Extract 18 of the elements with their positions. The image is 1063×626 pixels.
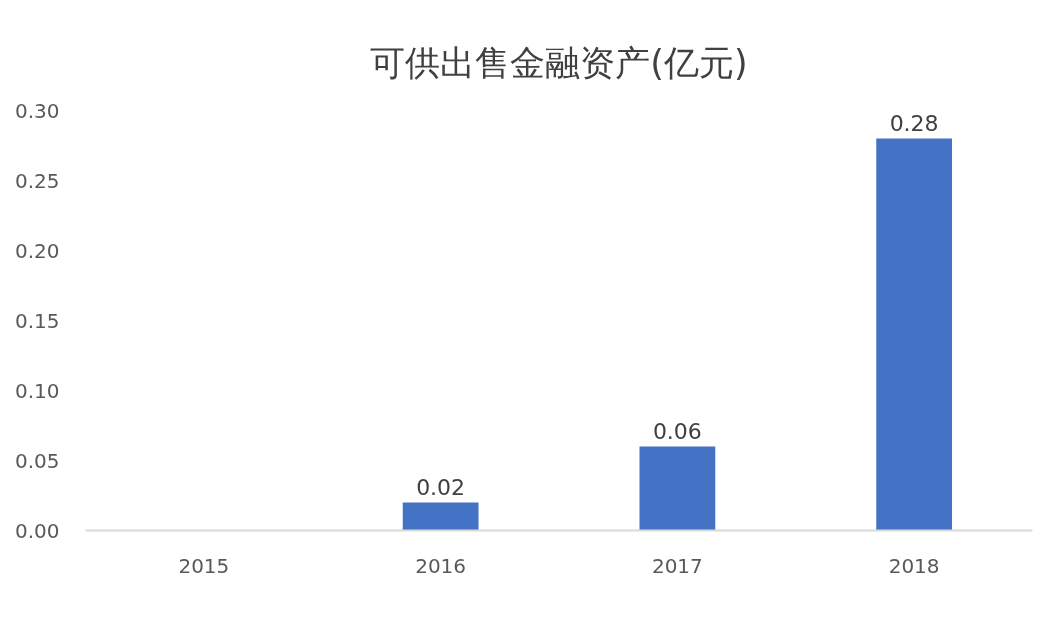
y-tick-label: 0.30: [14, 98, 60, 123]
y-tick-label: 0.10: [14, 378, 60, 403]
bar: [639, 446, 716, 531]
bar: [876, 138, 953, 531]
y-tick-label: 0.05: [14, 448, 60, 473]
bar: [402, 502, 479, 531]
chart-title: 可供出售金融资产(亿元): [370, 42, 748, 83]
data-label: 0.28: [889, 110, 939, 136]
x-tick-label: 2016: [415, 553, 467, 578]
y-tick-label: 0.15: [14, 308, 60, 333]
data-label: 0.06: [652, 418, 702, 444]
y-tick-label: 0.20: [14, 238, 60, 263]
y-tick-label: 0.00: [14, 518, 60, 543]
data-label: 0.02: [416, 474, 466, 500]
x-tick-label: 2015: [178, 553, 230, 578]
x-tick-label: 2017: [651, 553, 703, 578]
x-tick-label: 2018: [888, 553, 940, 578]
y-tick-label: 0.25: [14, 168, 60, 193]
